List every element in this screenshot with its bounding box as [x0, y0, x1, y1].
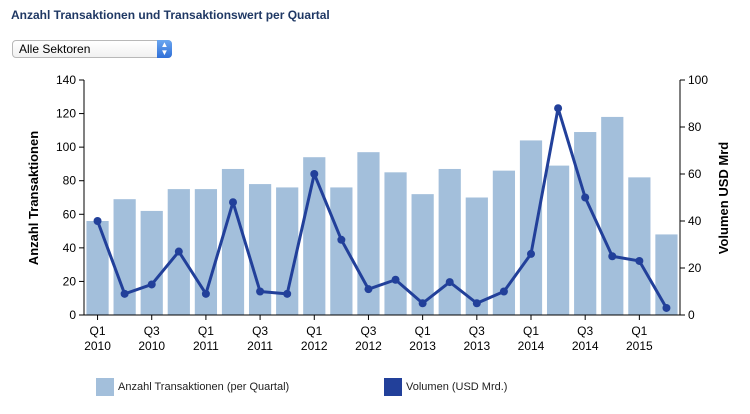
- bar: [140, 210, 163, 315]
- x-tick-label-year: 2014: [518, 339, 545, 353]
- x-tick-label-quarter: Q1: [306, 324, 322, 338]
- x-tick-label-year: 2012: [301, 339, 328, 353]
- chart-title: Anzahl Transaktionen und Transaktionswer…: [11, 8, 330, 22]
- volume-point: [581, 193, 590, 202]
- volume-point: [635, 256, 644, 265]
- x-tick-label-year: 2015: [626, 339, 653, 353]
- volume-point: [554, 104, 563, 113]
- x-tick-label-year: 2010: [138, 339, 165, 353]
- bar: [601, 116, 624, 315]
- bar: [330, 187, 353, 315]
- x-axis: Q12010Q32010Q12011Q32011Q12012Q32012Q120…: [84, 314, 680, 353]
- bar: [248, 184, 272, 315]
- volume-point: [229, 198, 237, 207]
- bar: [655, 234, 678, 315]
- x-tick-label-year: 2011: [247, 339, 273, 353]
- select-arrows-icon[interactable]: ▲ ▼: [157, 40, 172, 58]
- sector-dropdown-value: Alle Sektoren: [19, 42, 91, 56]
- left-tick-label: 0: [69, 308, 76, 322]
- legend-line-swatch: [384, 378, 402, 396]
- bar-series: [86, 116, 678, 315]
- right-tick-label: 20: [688, 261, 702, 275]
- x-tick-label-quarter: Q3: [360, 324, 376, 338]
- volume-point: [472, 299, 481, 308]
- bar: [546, 165, 570, 315]
- x-tick-label-year: 2014: [572, 339, 599, 353]
- x-tick-label-year: 2010: [84, 339, 111, 353]
- legend-line-label: Volumen (USD Mrd.): [406, 380, 508, 393]
- x-tick-label-quarter: Q1: [523, 324, 539, 338]
- volume-point: [662, 303, 671, 312]
- right-tick-label: 0: [688, 308, 695, 322]
- x-tick-label-quarter: Q3: [469, 324, 485, 338]
- right-tick-label: 80: [688, 120, 702, 134]
- left-tick-label: 80: [63, 174, 77, 188]
- volume-point: [93, 217, 102, 225]
- x-tick-label-quarter: Q1: [415, 324, 431, 338]
- bar: [221, 168, 245, 315]
- left-y-axis: 0 20 40 60 80 100 120 140: [56, 73, 85, 322]
- volume-point: [147, 280, 156, 289]
- bar: [113, 199, 136, 315]
- volume-line: [96, 106, 668, 309]
- volume-point: [256, 287, 265, 296]
- bar: [574, 132, 597, 315]
- left-tick-label: 60: [63, 207, 77, 221]
- x-tick-label-year: 2011: [193, 339, 219, 353]
- bar: [492, 170, 516, 315]
- volume-point: [283, 289, 292, 298]
- legend-bars-label: Anzahl Transaktionen (per Quartal): [118, 380, 290, 393]
- bar: [519, 140, 543, 315]
- x-tick-label-year: 2013: [409, 339, 436, 353]
- volume-point: [527, 249, 535, 258]
- right-tick-label: 40: [688, 214, 702, 228]
- volume-point: [391, 275, 400, 284]
- bar: [357, 152, 380, 315]
- volume-point: [120, 289, 129, 298]
- x-tick-label-year: 2013: [463, 339, 490, 353]
- volume-point: [337, 235, 346, 244]
- volume-point: [608, 252, 617, 261]
- volume-point: [201, 289, 210, 298]
- left-tick-label: 40: [63, 241, 77, 255]
- legend-line: Volumen (USD Mrd.): [384, 378, 507, 396]
- left-tick-label: 20: [63, 274, 77, 288]
- x-tick-label-quarter: Q3: [577, 324, 593, 338]
- volume-point: [499, 287, 508, 296]
- x-tick-label-year: 2012: [355, 339, 382, 353]
- x-tick-label-quarter: Q3: [144, 324, 160, 338]
- bar: [303, 157, 326, 315]
- bar: [411, 194, 434, 315]
- y2-axis-title: Volumen USD Mrd: [716, 142, 731, 254]
- left-tick-label: 120: [56, 107, 76, 121]
- x-tick-label-quarter: Q3: [252, 324, 268, 338]
- volume-point: [310, 170, 319, 178]
- legend-bars-swatch: [96, 378, 114, 396]
- line-series: [93, 104, 671, 312]
- left-tick-label: 100: [56, 140, 76, 154]
- volume-point: [174, 247, 183, 256]
- bar: [465, 197, 488, 315]
- left-tick-label: 140: [56, 73, 76, 87]
- x-tick-label-quarter: Q1: [631, 324, 647, 338]
- sector-dropdown[interactable]: Alle Sektoren ▲ ▼: [12, 40, 172, 58]
- volume-point: [418, 299, 427, 308]
- x-tick-label-quarter: Q1: [198, 324, 214, 338]
- right-y-axis: 0 20 40 60 80 100: [679, 73, 708, 322]
- bar: [628, 177, 651, 315]
- bar: [438, 168, 461, 315]
- bar: [384, 172, 407, 315]
- bar: [86, 221, 109, 315]
- legend-bars: Anzahl Transaktionen (per Quartal): [96, 378, 289, 396]
- y-axis-title: Anzahl Transaktionen: [26, 131, 41, 265]
- volume-point: [445, 278, 454, 287]
- right-tick-label: 100: [688, 73, 708, 87]
- bar: [276, 187, 299, 315]
- x-tick-label-quarter: Q1: [90, 324, 106, 338]
- right-tick-label: 60: [688, 167, 702, 181]
- volume-point: [364, 285, 373, 294]
